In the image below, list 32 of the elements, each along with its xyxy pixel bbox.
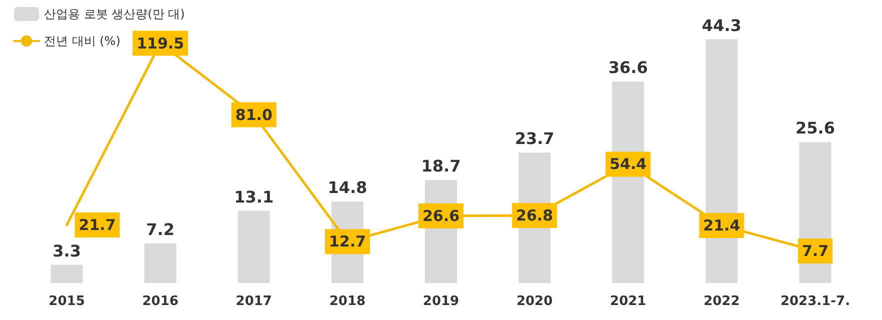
x-tick-label: 2022	[704, 294, 740, 309]
x-tick-label: 2020	[516, 294, 553, 309]
bar	[144, 243, 176, 283]
data-label: 44.3	[702, 16, 742, 35]
data-label: 21.7	[78, 216, 116, 234]
x-tick-label: 2016	[142, 294, 178, 309]
x-tick-label: 2015	[48, 294, 85, 309]
bar	[238, 210, 270, 283]
data-label: 81.0	[235, 106, 272, 124]
data-label: 7.2	[146, 220, 175, 239]
legend-label: 전년 대비 (%)	[44, 34, 120, 48]
data-label: 18.7	[421, 156, 461, 176]
data-label: 7.7	[802, 242, 829, 260]
data-label: 3.3	[52, 241, 81, 260]
bar	[50, 264, 83, 283]
data-label: 14.8	[328, 178, 368, 198]
data-label: 26.6	[422, 206, 460, 225]
x-tick-label: 2017	[236, 294, 272, 309]
data-label: 23.7	[514, 129, 554, 148]
x-tick-label: 2023.1-7.	[780, 294, 850, 309]
legend-label: 산업용 로봇 생산량(만 대)	[44, 7, 185, 21]
data-label: 26.8	[516, 206, 554, 224]
data-label: 25.6	[795, 118, 835, 138]
x-tick-label: 2018	[329, 294, 366, 309]
x-tick-label: 2021	[610, 294, 646, 309]
x-tick-label: 2019	[422, 294, 460, 309]
data-label: 12.7	[328, 232, 366, 251]
data-label: 119.5	[136, 34, 184, 52]
data-label: 13.1	[234, 187, 274, 206]
data-label: 54.4	[610, 155, 647, 174]
data-label: 36.6	[608, 58, 648, 78]
data-label: 21.4	[703, 216, 740, 234]
